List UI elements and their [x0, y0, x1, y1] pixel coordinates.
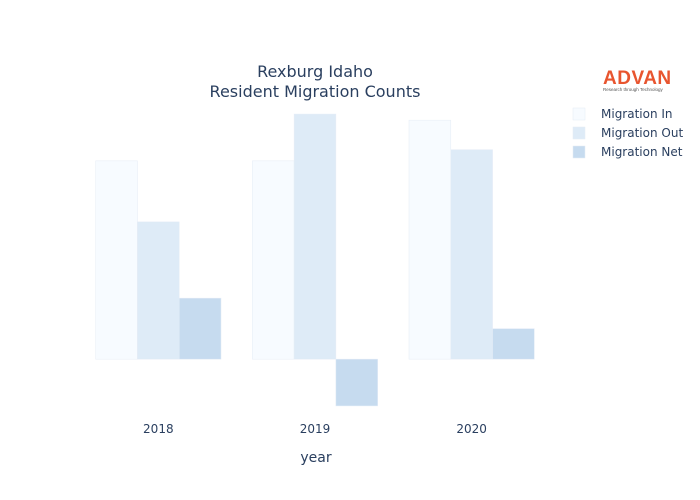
plot-area: [95, 113, 535, 407]
chart-title: Rexburg Idaho Resident Migration Counts: [210, 62, 421, 101]
bar-migration-in-2020[interactable]: [408, 119, 452, 360]
title-line-2: Resident Migration Counts: [210, 82, 421, 101]
legend-swatch: [572, 107, 586, 121]
bar-migration-in-2019[interactable]: [252, 160, 295, 360]
bar-migration-net-2019[interactable]: [335, 358, 378, 407]
bar-migration-out-2018[interactable]: [137, 221, 180, 360]
x-tick-label-2020: 2020: [456, 422, 487, 436]
title-line-1: Rexburg Idaho: [257, 62, 373, 81]
x-tick-label-2019: 2019: [300, 422, 331, 436]
logo-tagline: Research through Technology: [603, 87, 663, 92]
bar-migration-out-2019[interactable]: [293, 113, 337, 360]
legend-label: Migration In: [601, 107, 673, 121]
bar-migration-net-2020[interactable]: [492, 328, 535, 360]
legend-item-migration-net[interactable]: Migration Net: [572, 145, 683, 159]
x-tick-label-2018: 2018: [143, 422, 174, 436]
legend-item-migration-in[interactable]: Migration In: [572, 107, 673, 121]
x-axis-ticks: 2018 2019 2020: [143, 422, 487, 436]
legend-label: Migration Net: [601, 145, 683, 159]
legend-swatch: [572, 145, 586, 159]
legend-item-migration-out[interactable]: Migration Out: [572, 126, 683, 140]
legend-label: Migration Out: [601, 126, 683, 140]
bar-migration-out-2020[interactable]: [450, 149, 493, 360]
legend-swatch: [572, 126, 586, 140]
logo-wordmark: ADVAN: [603, 68, 672, 89]
advan-logo: ADVAN Research through Technology: [603, 68, 672, 92]
bar-migration-in-2018[interactable]: [95, 160, 138, 360]
bar-migration-net-2018[interactable]: [178, 297, 222, 360]
legend[interactable]: Migration In Migration Out Migration Net: [572, 107, 683, 159]
x-axis-title: year: [300, 450, 331, 466]
